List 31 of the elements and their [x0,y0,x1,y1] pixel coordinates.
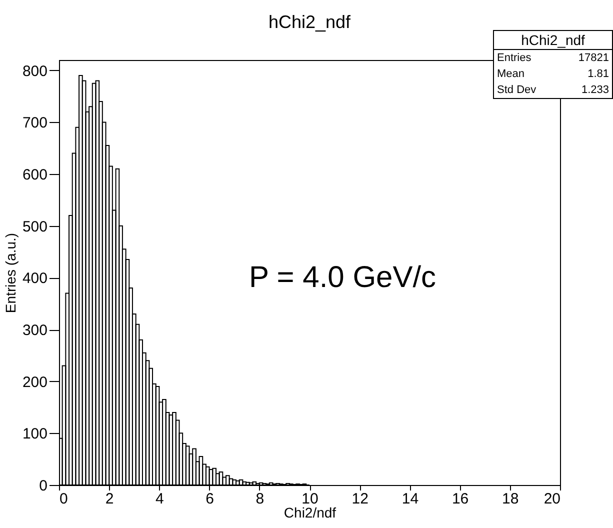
annotation: P = 4.0 GeV/c [249,261,436,294]
y-tick-label: 600 [22,166,48,184]
y-tick-label: 300 [22,322,48,340]
x-tick-label: 2 [105,490,114,508]
text: 17821 [578,52,609,64]
y-tick-label: 800 [22,62,48,80]
y-axis-title: Entries (a.u.) [2,232,18,314]
y-tick-label: 400 [22,270,48,288]
y-tick-label: 0 [39,478,48,494]
x-tick-label: 6 [206,490,214,508]
annotation: Mean [497,68,525,80]
annotation: Entries [497,52,532,64]
x-tick-label: 18 [502,490,519,508]
x-tick-label: 0 [60,490,68,508]
text: 1.233 [581,84,609,96]
chart-title: hChi2_ndf [268,12,352,32]
text: hChi2_ndf [494,31,612,50]
text: 1.81 [588,68,609,80]
y-tick-label: 500 [22,218,48,236]
x-tick-label: 10 [302,490,318,508]
x-tick-label: 16 [452,490,469,508]
y-tick-label: 100 [22,426,48,443]
x-tick-label: 8 [256,490,264,508]
y-tick-label: 200 [22,374,48,391]
x-tick-label: 4 [156,490,164,508]
x-axis-title: Chi2/ndf [284,504,336,520]
x-tick-label: 20 [544,490,560,508]
x-tick-label: 14 [402,490,419,508]
x-tick-label: 12 [352,490,368,508]
annotation: Std Dev [497,84,536,96]
y-tick-label: 700 [22,114,48,132]
